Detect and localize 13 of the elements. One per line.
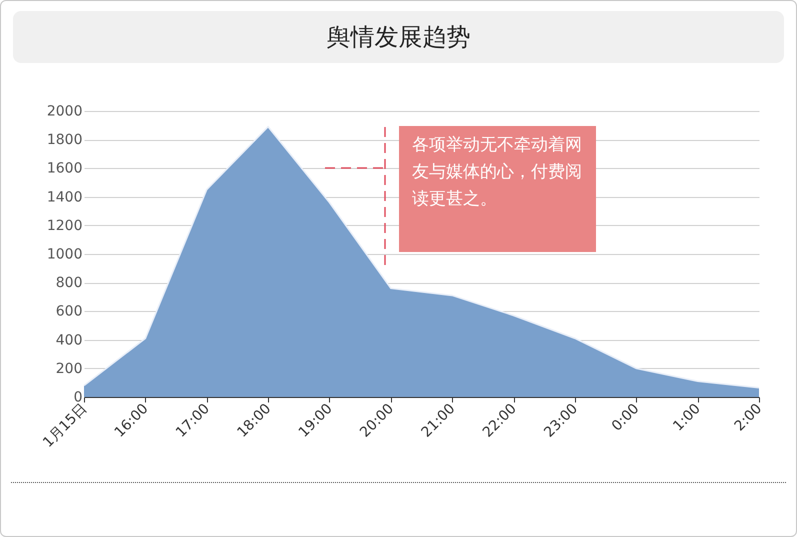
chart-title: 舆情发展趋势 — [13, 11, 784, 63]
x-tick-label: 1月15日 — [40, 400, 90, 451]
y-tick-label: 1400 — [46, 189, 82, 206]
y-tick-label: 800 — [56, 275, 82, 292]
y-tick-label: 1800 — [46, 132, 82, 148]
callout-box: 各项举动无不牵动着网友与媒体的心，付费阅读更甚之。 — [399, 126, 596, 252]
y-tick-label: 1000 — [46, 246, 82, 262]
y-tick-label: 400 — [56, 332, 82, 348]
y-tick-label: 1200 — [46, 218, 82, 234]
y-tick-label: 200 — [56, 360, 82, 377]
y-tick-label: 1600 — [46, 160, 82, 177]
y-tick-label: 600 — [56, 304, 82, 320]
y-tick-label: 2000 — [46, 104, 82, 120]
